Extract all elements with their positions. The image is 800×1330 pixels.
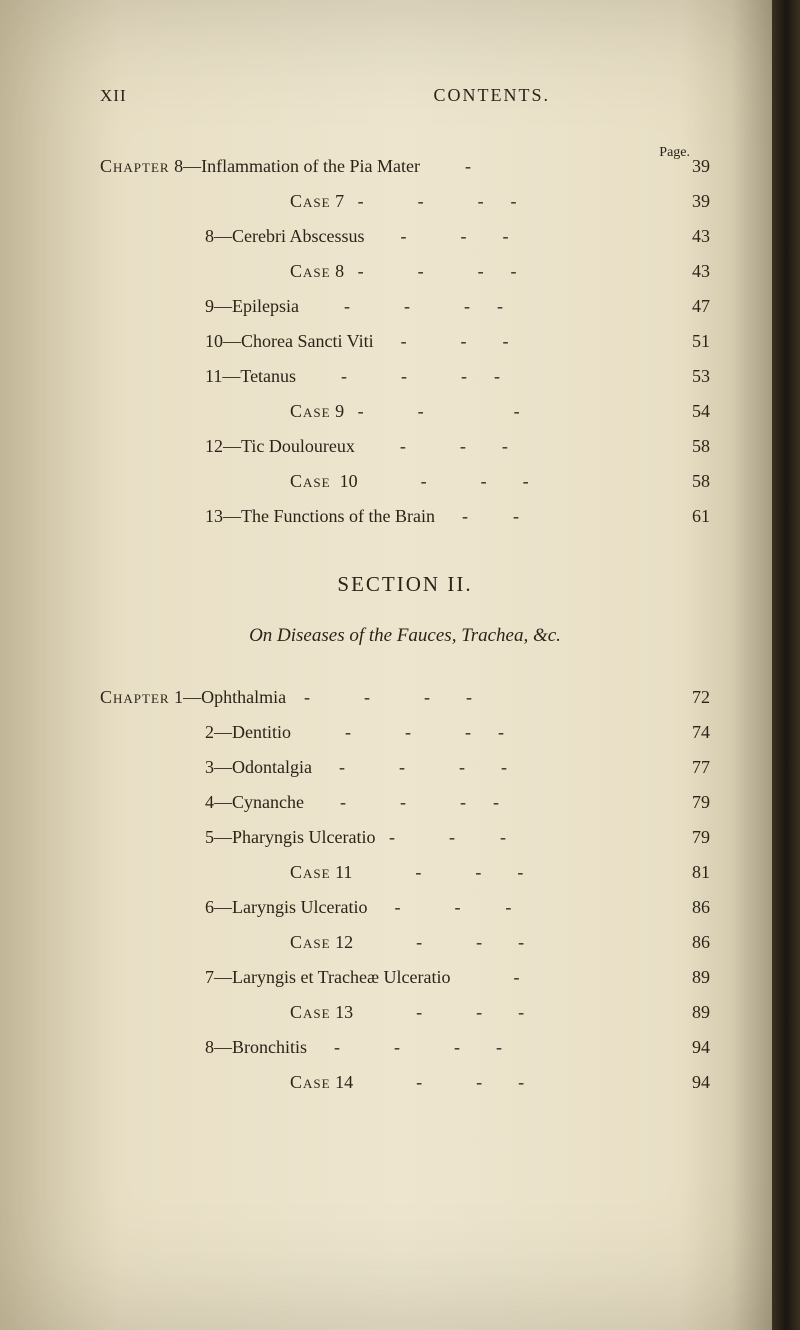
toc-entry: 2—Dentitio - - - -74 <box>100 722 710 743</box>
toc-entry: 12—Tic Douloureux - - -58 <box>100 436 710 457</box>
toc-entry-page: 79 <box>660 792 710 813</box>
toc-entry-page: 61 <box>660 506 710 527</box>
toc-entry-label: 6—Laryngis Ulceratio - - - <box>205 897 660 918</box>
toc-entry: Case 7 - - - -39 <box>100 191 710 212</box>
toc-entry-label: Case 13 - - - <box>290 1002 660 1023</box>
toc-entry-prefix: Case <box>290 261 331 281</box>
toc-entry-page: 43 <box>660 261 710 282</box>
toc-entry-page: 89 <box>660 967 710 988</box>
toc-entry-page: 39 <box>660 191 710 212</box>
toc-entry-label: 7—Laryngis et Tracheæ Ulceratio - <box>205 967 660 988</box>
toc-entry-label: 10—Chorea Sancti Viti - - - <box>205 331 660 352</box>
toc-entry-prefix: Case <box>290 401 331 421</box>
toc-entry-page: 77 <box>660 757 710 778</box>
toc-entry-label: Case 14 - - - <box>290 1072 660 1093</box>
toc-entry-label: 4—Cynanche - - - - <box>205 792 660 813</box>
toc-entry-page: 94 <box>660 1072 710 1093</box>
toc-entry-label: Case 9 - - - <box>290 401 660 422</box>
page-header: XII CONTENTS. <box>100 85 710 106</box>
toc-entry-label: 5—Pharyngis Ulceratio - - - <box>205 827 660 848</box>
toc-entry-prefix: Case <box>290 191 331 211</box>
toc-entry-page: 86 <box>660 897 710 918</box>
toc-entry-label: Case 12 - - - <box>290 932 660 953</box>
toc-entry-label: Case 8 - - - - <box>290 261 660 282</box>
section-2-subtitle: On Diseases of the Fauces, Trachea, &c. <box>100 625 710 647</box>
toc-entry-page: 51 <box>660 331 710 352</box>
toc-entry-label: 11—Tetanus - - - - <box>205 366 660 387</box>
toc-entry-label: 2—Dentitio - - - - <box>205 722 660 743</box>
toc-entry: 8—Bronchitis - - - -94 <box>100 1037 710 1058</box>
toc-entry-label: 13—The Functions of the Brain - - <box>205 506 660 527</box>
toc-entry-label: 9—Epilepsia - - - - <box>205 296 660 317</box>
toc-entry: 5—Pharyngis Ulceratio - - -79 <box>100 827 710 848</box>
toc-entry-prefix: Chapter <box>100 156 170 176</box>
section-2-title: SECTION II. <box>100 572 710 597</box>
toc-entry: 10—Chorea Sancti Viti - - -51 <box>100 331 710 352</box>
toc-entry: 3—Odontalgia - - - -77 <box>100 757 710 778</box>
toc-entry-page: 47 <box>660 296 710 317</box>
toc-entry-label: 3—Odontalgia - - - - <box>205 757 660 778</box>
toc-entry-prefix: Case <box>290 1002 331 1022</box>
toc-entry-page: 58 <box>660 436 710 457</box>
toc-section-1: Chapter 8—Inflammation of the Pia Mater … <box>100 156 710 527</box>
toc-section-2: Chapter 1—Ophthalmia - - - -722—Dentitio… <box>100 687 710 1093</box>
toc-entry: 8—Cerebri Abscessus - - -43 <box>100 226 710 247</box>
toc-entry: Case 10 - - -58 <box>100 471 710 492</box>
toc-entry: Case 9 - - -54 <box>100 401 710 422</box>
toc-entry-label: Case 10 - - - <box>290 471 660 492</box>
toc-entry: Case 11 - - -81 <box>100 862 710 883</box>
toc-entry-page: 58 <box>660 471 710 492</box>
toc-entry-label: 8—Cerebri Abscessus - - - <box>205 226 660 247</box>
toc-entry: Case 13 - - -89 <box>100 1002 710 1023</box>
toc-entry: 13—The Functions of the Brain - -61 <box>100 506 710 527</box>
toc-entry-prefix: Case <box>290 471 331 491</box>
running-head: CONTENTS. <box>434 85 551 106</box>
page-column-label: Page. <box>659 145 690 161</box>
page-number: XII <box>100 86 127 106</box>
toc-entry-page: 86 <box>660 932 710 953</box>
toc-entry: 11—Tetanus - - - -53 <box>100 366 710 387</box>
toc-entry-label: Chapter 8—Inflammation of the Pia Mater … <box>100 156 660 177</box>
toc-entry-label: Chapter 1—Ophthalmia - - - - <box>100 687 660 708</box>
toc-entry-label: Case 7 - - - - <box>290 191 660 212</box>
page-content: XII CONTENTS. Page. Chapter 8—Inflammati… <box>0 0 800 1167</box>
toc-entry-page: 72 <box>660 687 710 708</box>
toc-entry-page: 81 <box>660 862 710 883</box>
toc-entry: 4—Cynanche - - - -79 <box>100 792 710 813</box>
toc-entry-page: 43 <box>660 226 710 247</box>
toc-entry-page: 54 <box>660 401 710 422</box>
toc-entry-label: Case 11 - - - <box>290 862 660 883</box>
toc-entry-page: 79 <box>660 827 710 848</box>
toc-entry-page: 53 <box>660 366 710 387</box>
toc-entry: Case 14 - - -94 <box>100 1072 710 1093</box>
toc-entry-page: 89 <box>660 1002 710 1023</box>
toc-entry-page: 74 <box>660 722 710 743</box>
toc-entry-prefix: Case <box>290 932 331 952</box>
toc-entry: Case 8 - - - -43 <box>100 261 710 282</box>
toc-entry: Chapter 8—Inflammation of the Pia Mater … <box>100 156 710 177</box>
toc-entry: 9—Epilepsia - - - -47 <box>100 296 710 317</box>
toc-entry: Chapter 1—Ophthalmia - - - -72 <box>100 687 710 708</box>
toc-entry-prefix: Case <box>290 862 331 882</box>
toc-entry: 7—Laryngis et Tracheæ Ulceratio -89 <box>100 967 710 988</box>
toc-entry-prefix: Case <box>290 1072 331 1092</box>
toc-entry-prefix: Chapter <box>100 687 170 707</box>
toc-entry-page: 94 <box>660 1037 710 1058</box>
toc-entry-label: 8—Bronchitis - - - - <box>205 1037 660 1058</box>
toc-entry: 6—Laryngis Ulceratio - - -86 <box>100 897 710 918</box>
toc-entry: Case 12 - - -86 <box>100 932 710 953</box>
toc-entry-label: 12—Tic Douloureux - - - <box>205 436 660 457</box>
